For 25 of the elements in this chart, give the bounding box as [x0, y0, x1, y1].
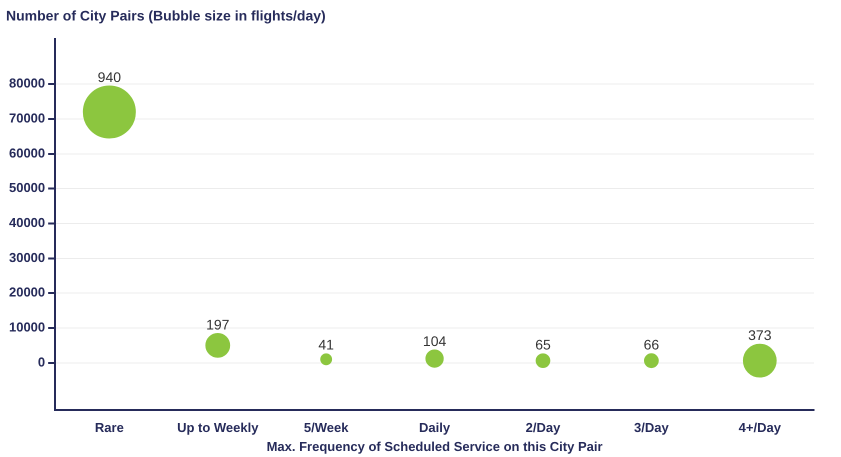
data-label: 940: [98, 68, 122, 85]
data-label: 66: [644, 336, 660, 353]
x-tick-label: 5/Week: [304, 420, 350, 436]
y-tick-label: 60000: [8, 145, 46, 160]
data-label: 41: [318, 336, 334, 353]
y-tick-label: 0: [38, 354, 46, 370]
x-axis-title: Max. Frequency of Scheduled Service on this City Pair: [266, 438, 603, 454]
x-tick-label: Daily: [419, 420, 451, 436]
y-tick-label: 40000: [8, 215, 46, 230]
y-tick-label: 10000: [8, 320, 46, 335]
y-tick-label: 30000: [8, 250, 46, 265]
data-label: 65: [535, 336, 551, 353]
chart-title: Number of City Pairs (Bubble size in flights/day): [6, 7, 326, 24]
x-tick-label: Rare: [94, 420, 124, 436]
y-tick-label: 70000: [8, 110, 46, 126]
y-tick-label: 50000: [8, 180, 46, 196]
x-tick-label: 3/Day: [634, 420, 670, 436]
data-label: 373: [748, 327, 772, 344]
y-tick-label: 80000: [8, 76, 46, 91]
data-label: 197: [206, 316, 230, 332]
y-tick-label: 20000: [8, 284, 46, 300]
data-label: 104: [422, 332, 446, 349]
x-tick-label: Up to Weekly: [177, 420, 260, 436]
x-tick-label: 2/Day: [526, 420, 562, 436]
x-tick-label: 4+/Day: [738, 420, 782, 436]
